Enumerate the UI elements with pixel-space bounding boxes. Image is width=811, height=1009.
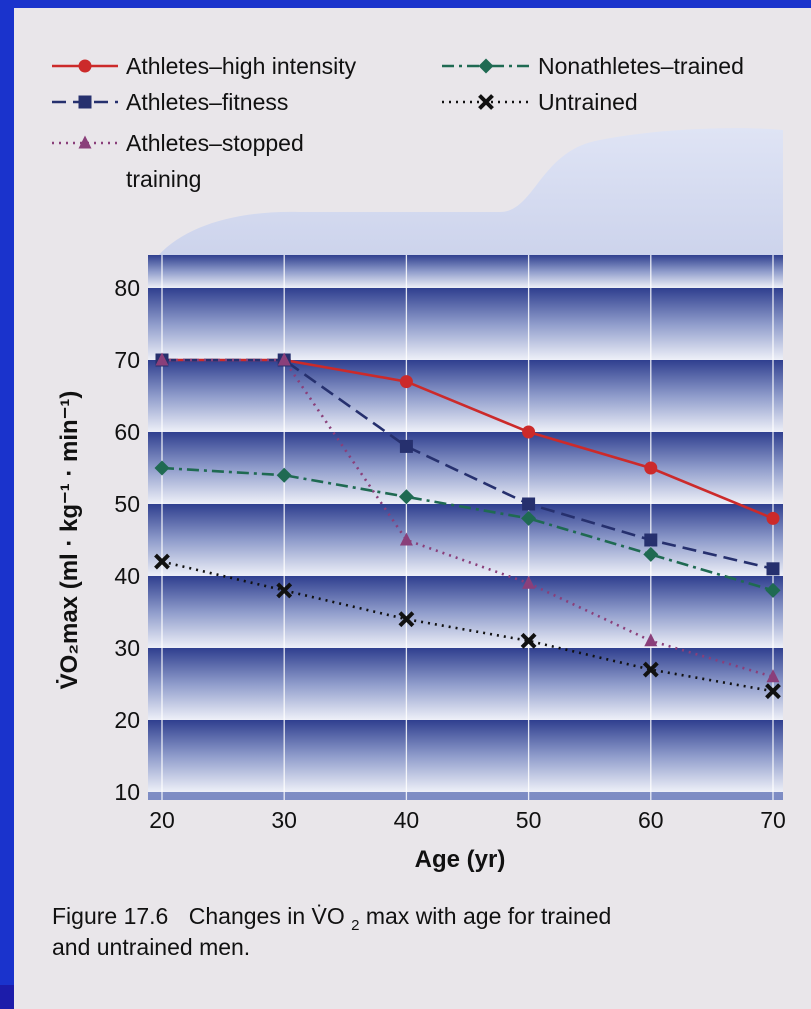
plot-band	[148, 255, 783, 288]
x-tick-label: 20	[149, 807, 175, 833]
data-point-athletes-fitness	[522, 497, 536, 511]
legend-item-untrained: Untrained	[442, 89, 638, 115]
series-nonathletes-trained	[154, 460, 781, 598]
data-point-athletes-high-intensity	[522, 425, 536, 439]
plot-band	[148, 576, 783, 648]
data-point-athletes-stopped-training	[155, 352, 169, 366]
legend-label: Athletes–stopped training	[126, 130, 304, 192]
data-point-athletes-stopped-training	[277, 352, 291, 366]
figure-caption: Figure 17.6 Changes in V̇O 2 max with ag…	[52, 903, 611, 960]
y-tick-label: 40	[114, 563, 140, 589]
data-point-untrained	[398, 611, 415, 628]
series-athletes-stopped-training	[155, 352, 780, 683]
data-point-athletes-high-intensity	[644, 461, 658, 475]
legend-item-nonathletes-trained: Nonathletes–trained	[442, 53, 744, 79]
data-point-nonathletes-trained	[765, 582, 781, 598]
caption-text-suffix: max with age for trained	[366, 903, 611, 929]
grid-lines	[161, 255, 774, 800]
series-line-athletes-fitness	[162, 358, 774, 571]
data-point-nonathletes-trained	[521, 510, 537, 526]
data-point-nonathletes-trained	[154, 460, 170, 476]
data-point-athletes-fitness	[644, 533, 658, 547]
plot-background	[148, 128, 783, 801]
caption-subscript-2: 2	[351, 917, 359, 934]
series-line-athletes-high-intensity	[162, 358, 774, 520]
x-tick-label: 70	[760, 807, 786, 833]
legend-swatch-marker	[478, 58, 494, 74]
legend: Athletes–high intensity Nonathletes–train…	[52, 53, 744, 192]
data-point-athletes-high-intensity	[766, 511, 780, 525]
data-point-nonathletes-trained	[398, 489, 414, 505]
legend-label: Athletes–high intensity	[126, 53, 357, 79]
legend-swatch-marker	[78, 59, 92, 73]
caption-line-1: Figure 17.6 Changes in V̇O 2 max with ag…	[52, 903, 611, 935]
data-point-athletes-fitness	[766, 562, 780, 576]
caption-line-2: and untrained men.	[52, 934, 250, 960]
slide-corner-block	[0, 985, 14, 1009]
caption-text-prefix: Changes in	[189, 903, 312, 929]
plot-band	[148, 288, 783, 360]
data-point-untrained	[520, 632, 537, 649]
y-tick-label: 20	[114, 707, 140, 733]
data-point-athletes-stopped-training	[644, 633, 658, 647]
legend-swatch-marker	[78, 95, 92, 109]
plot-band	[148, 432, 783, 504]
legend-item-athletes-high-intensity: Athletes–high intensity	[52, 53, 357, 79]
x-tick-label: 60	[638, 807, 664, 833]
x-tick-label: 30	[271, 807, 297, 833]
caption-vo2-symbol: V̇O	[312, 903, 345, 929]
caption-figure-label: Figure 17.6	[52, 903, 168, 929]
data-point-untrained	[765, 683, 781, 700]
x-tick-label: 50	[516, 807, 542, 833]
data-point-untrained	[154, 553, 170, 570]
data-point-athletes-stopped-training	[522, 575, 536, 589]
legend-item-athletes-stopped-training: Athletes–stopped training	[52, 130, 304, 192]
plot-band	[148, 504, 783, 576]
data-point-athletes-fitness	[399, 439, 413, 453]
data-point-nonathletes-trained	[643, 546, 659, 562]
series-line-nonathletes-trained	[161, 466, 774, 592]
legend-swatch-marker	[78, 135, 92, 149]
series-untrained	[154, 553, 781, 700]
data-point-nonathletes-trained	[276, 467, 292, 483]
tick-labels: 20 30 40 50 60 70 10 20 30 40 50 60 70 80	[114, 275, 785, 833]
legend-label: Nonathletes–trained	[538, 53, 744, 79]
y-tick-label: 50	[114, 491, 140, 517]
series-layer	[154, 352, 781, 700]
y-tick-label: 80	[114, 275, 140, 301]
y-tick-label: 60	[114, 419, 140, 445]
data-point-athletes-stopped-training	[766, 669, 780, 683]
data-point-athletes-high-intensity	[399, 375, 413, 389]
y-tick-label: 70	[114, 347, 140, 373]
y-axis-title: V̇O₂max (ml · kg⁻¹ · min⁻¹)	[56, 391, 83, 690]
y-tick-label: 30	[114, 635, 140, 661]
data-point-untrained	[276, 582, 293, 599]
legend-item-athletes-fitness: Athletes–fitness	[52, 89, 288, 115]
x-tick-label: 40	[394, 807, 420, 833]
plot-band	[148, 720, 783, 792]
y-tick-label: 10	[114, 779, 140, 805]
data-point-untrained	[642, 661, 659, 678]
data-point-athletes-stopped-training	[399, 532, 413, 546]
plot-band	[148, 648, 783, 720]
x-axis-title: Age (yr)	[415, 846, 506, 873]
legend-label: Untrained	[538, 89, 638, 115]
legend-label: Athletes–fitness	[126, 89, 288, 115]
plot-band	[148, 360, 783, 432]
legend-swatch-marker	[478, 94, 494, 110]
